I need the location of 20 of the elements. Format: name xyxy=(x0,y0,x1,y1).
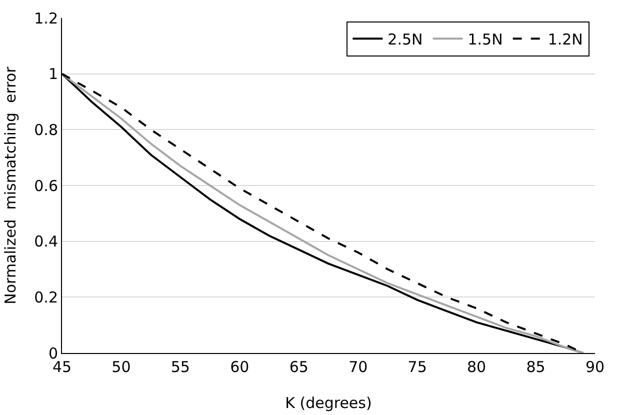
legend-label: 1.2N xyxy=(548,30,583,48)
y-tick-label: 0.6 xyxy=(34,176,58,195)
y-tick-label: 0.4 xyxy=(34,232,58,251)
legend-label: 2.5N xyxy=(388,30,423,48)
y-axis-title: Normalized mismatching error xyxy=(1,66,20,304)
x-tick-label: 75 xyxy=(408,358,427,376)
x-tick-label: 55 xyxy=(170,358,190,376)
x-tick-label: 50 xyxy=(112,358,131,376)
y-tick-label: 0.8 xyxy=(34,120,58,139)
y-tick-label: 1 xyxy=(48,65,58,84)
x-tick-label: 60 xyxy=(230,358,250,376)
y-tick-label: 1.2 xyxy=(34,9,58,28)
x-tick-label: 80 xyxy=(467,358,486,376)
y-tick-label: 0.2 xyxy=(34,288,58,306)
x-tick-label: 70 xyxy=(348,358,368,376)
x-tick-label: 90 xyxy=(585,358,605,376)
x-tick-label: 85 xyxy=(526,358,546,376)
x-axis-title: K (degrees) xyxy=(285,394,372,412)
legend-label: 1.5N xyxy=(468,30,503,48)
x-tick-label: 65 xyxy=(289,358,308,376)
